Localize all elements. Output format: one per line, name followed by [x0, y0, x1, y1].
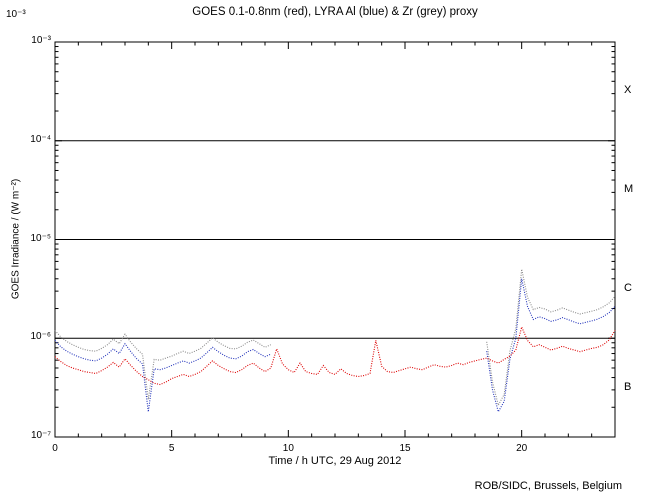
y-axis-top-scale-label: 10⁻³: [6, 9, 26, 20]
y-tick-label: 10⁻⁷: [30, 430, 51, 441]
y-tick-label: 10⁻⁶: [30, 331, 51, 343]
flare-class-label: M: [624, 183, 634, 196]
y-tick-label: 10⁻³: [31, 35, 51, 46]
x-tick-label: 0: [52, 443, 58, 454]
x-tick-label: 20: [516, 443, 528, 454]
flare-class-label: B: [624, 380, 632, 393]
flare-class-label: X: [624, 84, 632, 97]
x-tick-label: 5: [168, 443, 175, 454]
x-tick-label: 10: [282, 443, 294, 454]
credit-footer: ROB/SIDC, Brussels, Belgium: [474, 480, 622, 492]
series-goes-0-1-0-8nm: [54, 325, 616, 386]
series-lyra-al-proxy: [54, 278, 616, 414]
x-axis-title: Time / h UTC, 29 Aug 2012: [268, 455, 402, 467]
y-tick-label: 10⁻⁴: [30, 133, 51, 145]
chart-title: GOES 0.1-0.8nm (red), LYRA Al (blue) & Z…: [192, 6, 478, 18]
y-tick-label: 10⁻⁵: [30, 232, 51, 244]
series-lyra-zr-proxy: [54, 269, 616, 407]
x-tick-label: 15: [399, 443, 411, 454]
flare-class-label: C: [624, 281, 632, 294]
